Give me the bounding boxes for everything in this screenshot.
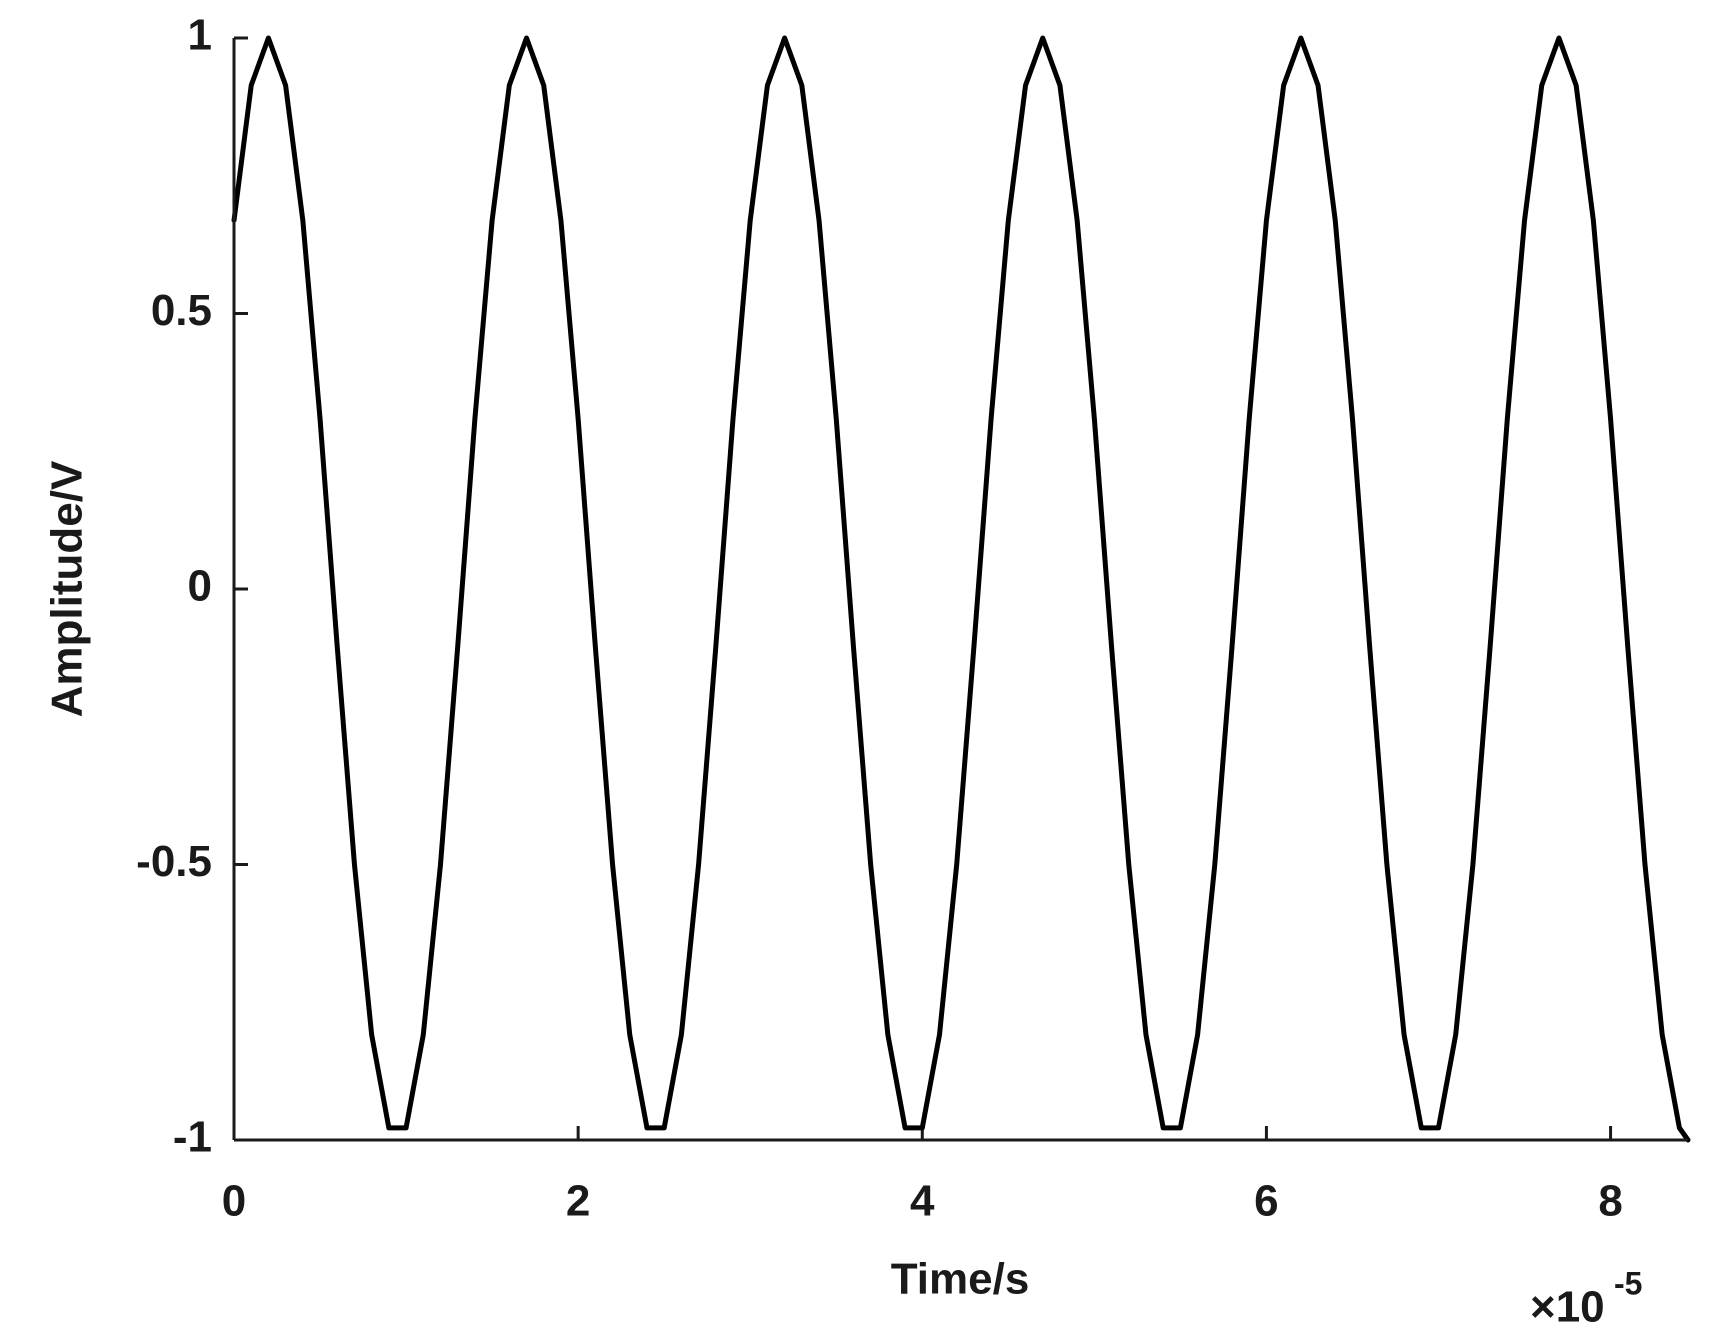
y-axis-label: Amplitude/V (43, 460, 92, 717)
signal-line (231, 35, 1691, 1143)
x-tick-label: 4 (910, 1177, 935, 1226)
x-tick-label: 0 (222, 1177, 246, 1226)
x-multiplier-base: ×10 (1530, 1283, 1605, 1331)
x-tick-label: 2 (566, 1177, 590, 1226)
y-tick-label: 1 (188, 11, 212, 60)
x-multiplier-exponent: -5 (1614, 1265, 1642, 1301)
x-axis-label: Time/s (891, 1255, 1030, 1304)
y-tick-label: 0 (188, 562, 212, 611)
y-tick-label: 0.5 (151, 286, 212, 335)
x-tick-label: 8 (1598, 1177, 1622, 1226)
y-tick-label: -0.5 (136, 837, 212, 886)
x-tick-label: 6 (1254, 1177, 1278, 1226)
y-tick-label: -1 (173, 1113, 212, 1162)
